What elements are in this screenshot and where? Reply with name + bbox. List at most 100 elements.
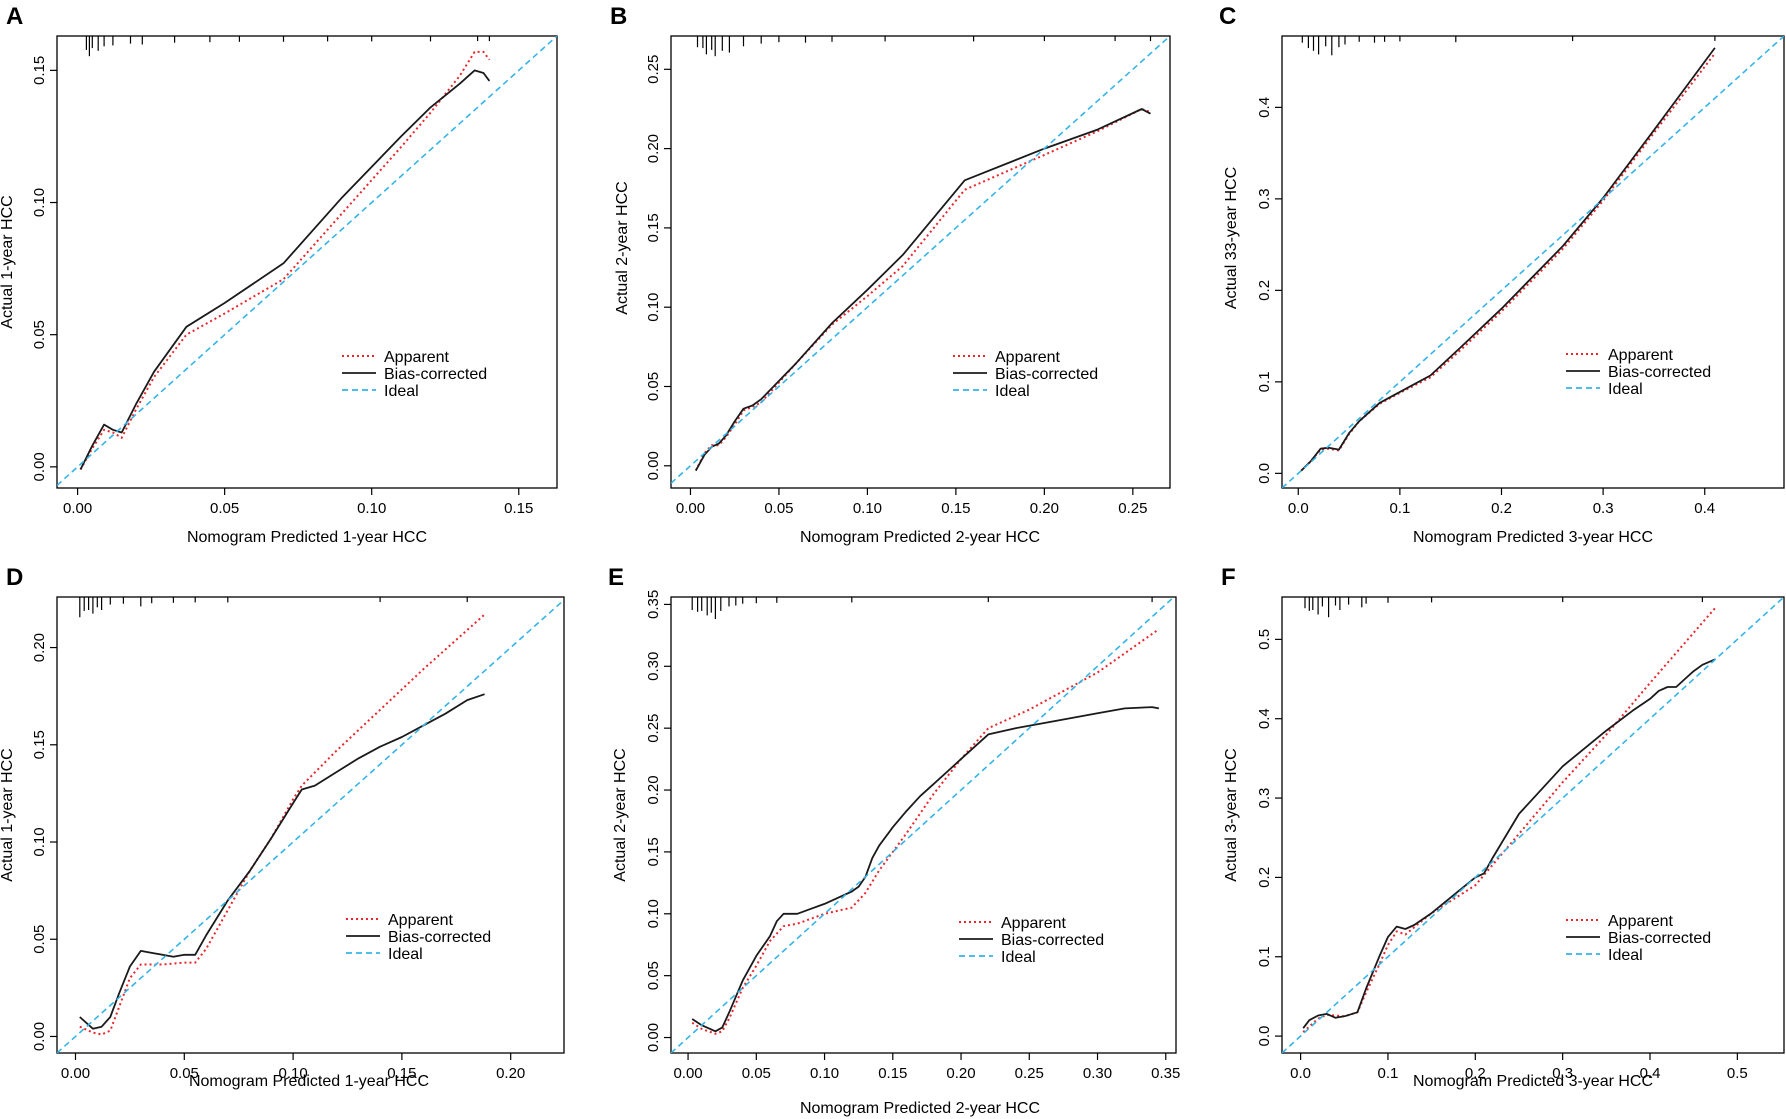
series-apparent-line bbox=[1302, 606, 1717, 1033]
panel-e-rug bbox=[691, 597, 1153, 619]
y-tick-label: 0.30 bbox=[645, 652, 662, 681]
panel-a-lines bbox=[57, 36, 557, 486]
series-ideal-line bbox=[1282, 597, 1784, 1053]
y-tick-label: 0.00 bbox=[645, 1023, 662, 1052]
legend-ideal-label: Ideal bbox=[1001, 949, 1036, 966]
x-tick-label: 0.20 bbox=[946, 1065, 975, 1082]
y-tick-label: 0.05 bbox=[31, 320, 48, 349]
legend-apparent-label: Apparent bbox=[388, 912, 453, 929]
panel-e-letter: E bbox=[608, 564, 624, 591]
x-tick-label: 0.30 bbox=[1083, 1065, 1112, 1082]
y-tick-label: 0.2 bbox=[1256, 867, 1273, 888]
y-tick-label: 0.4 bbox=[1256, 97, 1273, 118]
x-tick-label: 0.15 bbox=[504, 500, 533, 517]
y-tick-label: 0.1 bbox=[1256, 371, 1273, 392]
panel-f: F 0.0 0.1 0.2 0.3 0.4 0.5 0.00.10.20.30.40.5 … bbox=[1221, 564, 1785, 1090]
x-tick-label: 0.00 bbox=[673, 1065, 702, 1082]
panel-d-y-axis: 0.00 0.05 0.10 0.15 0.20 bbox=[31, 633, 57, 1051]
y-tick-label: 0.10 bbox=[645, 899, 662, 928]
x-tick-label: 0.15 bbox=[878, 1065, 907, 1082]
x-tick-label: 0.05 bbox=[170, 1065, 199, 1082]
panel-f-legend: Apparent Bias-corrected Ideal bbox=[1566, 913, 1711, 964]
x-tick-label: 0.15 bbox=[941, 500, 970, 517]
panel-e-y-axis: 0.00 0.05 0.10 0.15 0.20 0.25 0.30 0.35 bbox=[645, 590, 671, 1052]
panel-c-x-axis: 0.0 0.1 0.2 0.3 0.4 bbox=[1288, 488, 1715, 517]
panel-f-lines bbox=[1282, 597, 1784, 1053]
y-tick-label: 0.20 bbox=[31, 633, 48, 662]
legend-apparent-label: Apparent bbox=[995, 349, 1060, 366]
panel-d-plot-box bbox=[56, 596, 565, 1054]
x-tick-label: 0.5 bbox=[1727, 1065, 1748, 1082]
y-tick-label: 0.0 bbox=[1256, 1026, 1273, 1047]
x-tick-label: 0.1 bbox=[1389, 500, 1410, 517]
panel-d-x-label: Nomogram Predicted 1-year HCC bbox=[189, 1073, 429, 1090]
x-tick-label: 0.00 bbox=[676, 500, 705, 517]
x-tick-label: 0.00 bbox=[61, 1065, 90, 1082]
x-tick-label: 0.10 bbox=[853, 500, 882, 517]
y-tick-label: 0.05 bbox=[645, 372, 662, 401]
legend-apparent-label: Apparent bbox=[1608, 347, 1673, 364]
y-tick-label: 0.25 bbox=[645, 714, 662, 743]
y-tick-label: 0.15 bbox=[645, 213, 662, 242]
legend-bias-corrected-label: Bias-corrected bbox=[995, 366, 1098, 383]
y-tick-label: 0.20 bbox=[645, 775, 662, 804]
x-tick-label: 0.2 bbox=[1465, 1065, 1486, 1082]
series-bias-corrected-line bbox=[79, 693, 485, 1030]
x-tick-label: 0.0 bbox=[1290, 1065, 1311, 1082]
series-ideal-line bbox=[671, 597, 1176, 1053]
panel-c-x-label: Nomogram Predicted 3-year HCC bbox=[1413, 529, 1653, 546]
panel-e-x-axis: 0.00 0.05 0.10 0.15 0.20 0.25 0.30 0.35 bbox=[673, 1053, 1180, 1082]
panel-e-plot-box bbox=[670, 596, 1177, 1054]
panel-f-x-label: Nomogram Predicted 3-year HCC bbox=[1413, 1073, 1653, 1090]
x-tick-label: 0.4 bbox=[1640, 1065, 1661, 1082]
panel-b-plot-box bbox=[670, 35, 1171, 489]
x-tick-label: 0.20 bbox=[496, 1065, 525, 1082]
legend-ideal-label: Ideal bbox=[1608, 947, 1643, 964]
legend-ideal-label: Ideal bbox=[995, 383, 1030, 400]
panel-c-legend: Apparent Bias-corrected Ideal bbox=[1566, 347, 1711, 398]
y-tick-label: 0.00 bbox=[31, 452, 48, 481]
x-tick-label: 0.05 bbox=[742, 1065, 771, 1082]
y-tick-label: 0.5 bbox=[1256, 629, 1273, 650]
x-tick-label: 0.3 bbox=[1593, 500, 1614, 517]
y-tick-label: 0.15 bbox=[31, 56, 48, 85]
legend-bias-corrected-label: Bias-corrected bbox=[1608, 364, 1711, 381]
panel-d-x-axis: 0.00 0.05 0.10 0.15 0.20 bbox=[61, 1053, 525, 1082]
legend-apparent-label: Apparent bbox=[384, 349, 449, 366]
panel-d: D 0.00 0.05 0.10 0.15 0.20 0.000.050.100.150… bbox=[0, 564, 565, 1090]
y-tick-label: 0.3 bbox=[1256, 188, 1273, 209]
y-tick-label: 0.3 bbox=[1256, 788, 1273, 809]
panel-d-y-label: Actual 1-year HCC bbox=[0, 748, 16, 881]
series-ideal-line bbox=[57, 36, 557, 486]
panel-a-y-axis: 0.00 0.05 0.10 0.15 bbox=[31, 56, 57, 482]
panel-e-x-label: Nomogram Predicted 2-year HCC bbox=[800, 1100, 1040, 1117]
series-bias-corrected-line bbox=[1300, 47, 1716, 472]
y-tick-label: 0.15 bbox=[645, 837, 662, 866]
series-ideal-line bbox=[1282, 36, 1784, 488]
series-apparent-line bbox=[79, 613, 486, 1036]
legend-ideal-label: Ideal bbox=[388, 946, 423, 963]
x-tick-label: 0.0 bbox=[1288, 500, 1309, 517]
panel-b-rug bbox=[696, 36, 1152, 57]
panel-e-legend: Apparent Bias-corrected Ideal bbox=[959, 915, 1104, 966]
legend-ideal-label: Ideal bbox=[384, 383, 419, 400]
panel-b-legend: Apparent Bias-corrected Ideal bbox=[953, 349, 1098, 400]
y-tick-label: 0.35 bbox=[645, 590, 662, 619]
panel-c-plot-box bbox=[1281, 35, 1785, 489]
y-tick-label: 0.00 bbox=[645, 451, 662, 480]
panel-b-y-label: Actual 2-year HCC bbox=[614, 181, 631, 314]
panel-f-y-label: Actual 3-year HCC bbox=[1223, 748, 1240, 881]
x-tick-label: 0.1 bbox=[1378, 1065, 1399, 1082]
x-tick-label: 0.10 bbox=[810, 1065, 839, 1082]
legend-apparent-label: Apparent bbox=[1608, 913, 1673, 930]
x-tick-label: 0.25 bbox=[1015, 1065, 1044, 1082]
x-tick-label: 0.10 bbox=[357, 500, 386, 517]
x-tick-label: 0.00 bbox=[63, 500, 92, 517]
panel-f-plot-box bbox=[1281, 596, 1785, 1054]
panel-f-x-axis: 0.0 0.1 0.2 0.3 0.4 0.5 bbox=[1290, 1053, 1748, 1082]
legend-ideal-label: Ideal bbox=[1608, 381, 1643, 398]
x-tick-label: 0.20 bbox=[1030, 500, 1059, 517]
x-tick-label: 0.25 bbox=[1118, 500, 1147, 517]
panel-a-rug bbox=[85, 36, 490, 57]
